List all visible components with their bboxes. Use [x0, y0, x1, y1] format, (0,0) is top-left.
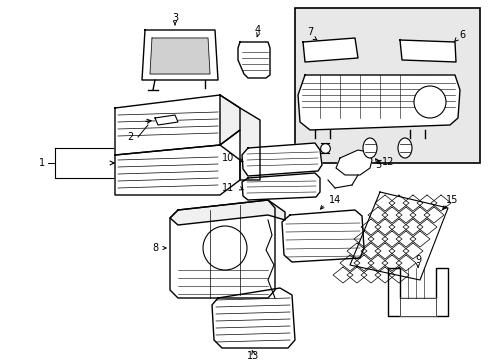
Polygon shape — [282, 210, 363, 262]
Text: 1: 1 — [39, 158, 45, 168]
Text: 14: 14 — [328, 195, 341, 205]
Polygon shape — [142, 30, 218, 80]
Polygon shape — [297, 75, 459, 130]
Polygon shape — [238, 42, 269, 78]
Polygon shape — [242, 143, 321, 176]
Text: 9: 9 — [414, 255, 420, 265]
Circle shape — [203, 226, 246, 270]
Polygon shape — [115, 145, 240, 195]
Text: 12: 12 — [381, 157, 393, 167]
Polygon shape — [212, 288, 294, 348]
Polygon shape — [150, 38, 209, 74]
Polygon shape — [170, 200, 285, 225]
Polygon shape — [399, 298, 435, 316]
Polygon shape — [399, 40, 455, 62]
Bar — [294, 8, 479, 163]
Text: 8: 8 — [152, 243, 158, 253]
Polygon shape — [303, 38, 357, 62]
Polygon shape — [155, 115, 178, 125]
Polygon shape — [220, 95, 260, 180]
Polygon shape — [387, 268, 447, 316]
Ellipse shape — [362, 138, 376, 158]
Ellipse shape — [397, 138, 411, 158]
Polygon shape — [115, 95, 240, 155]
Polygon shape — [55, 148, 118, 178]
Text: 6: 6 — [458, 30, 464, 40]
Text: 13: 13 — [246, 351, 259, 360]
Circle shape — [413, 86, 445, 118]
Text: 10: 10 — [222, 153, 234, 163]
Text: 3: 3 — [172, 13, 178, 23]
Polygon shape — [242, 173, 319, 200]
Text: 2: 2 — [126, 132, 133, 142]
Polygon shape — [170, 200, 274, 298]
Text: 5: 5 — [374, 160, 380, 170]
Polygon shape — [335, 150, 371, 175]
Text: 15: 15 — [445, 195, 457, 205]
Text: 7: 7 — [306, 27, 312, 37]
Text: 4: 4 — [254, 25, 261, 35]
Text: 11: 11 — [222, 183, 234, 193]
